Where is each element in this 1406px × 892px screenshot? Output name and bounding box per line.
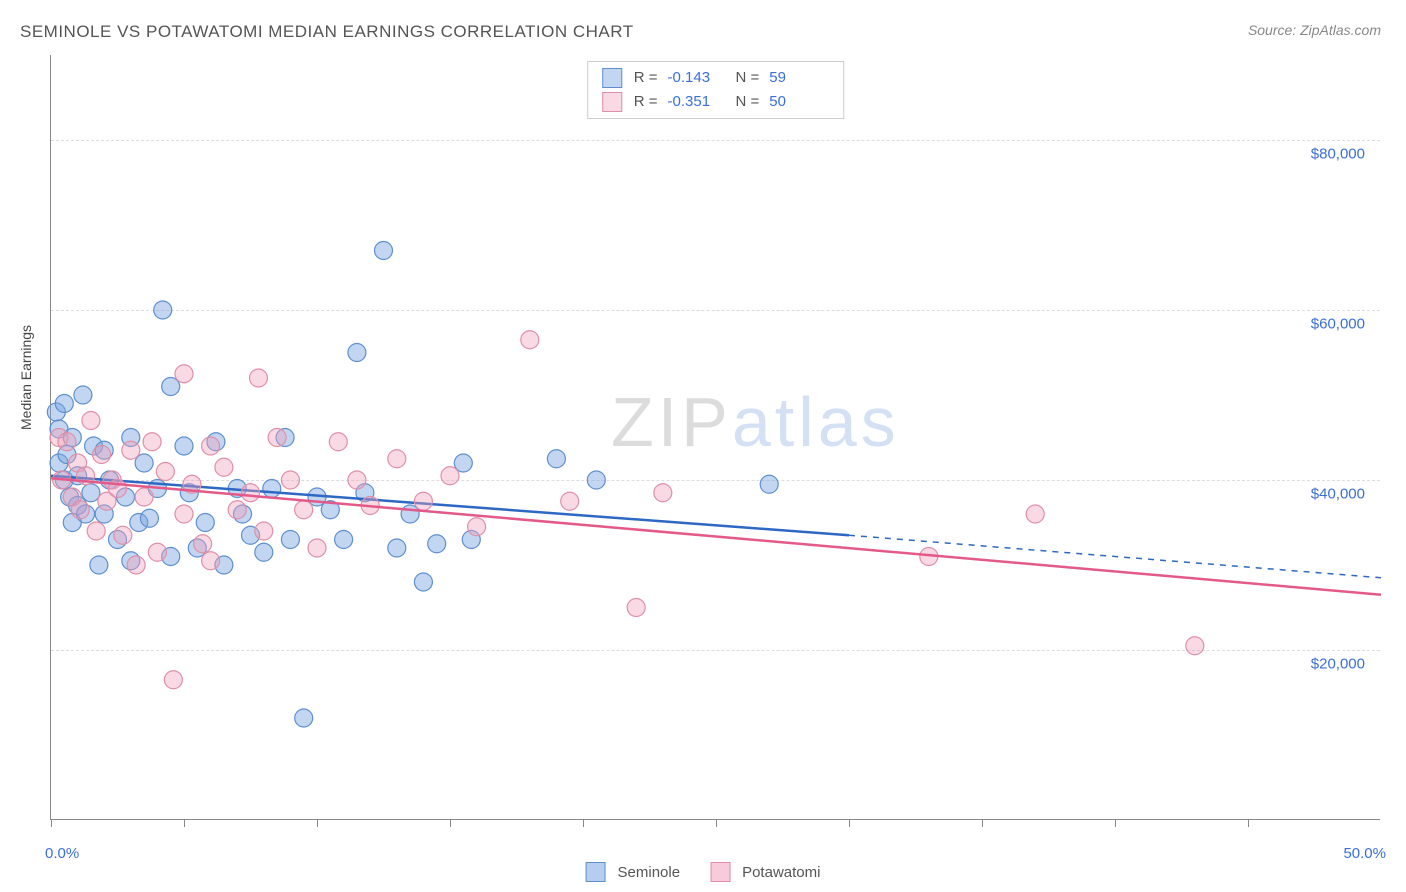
x-tick	[184, 819, 185, 827]
x-tick	[1248, 819, 1249, 827]
data-point	[654, 484, 672, 502]
data-point	[82, 412, 100, 430]
data-point	[627, 599, 645, 617]
data-point	[1186, 637, 1204, 655]
data-point	[109, 480, 127, 498]
data-point	[255, 522, 273, 540]
data-point	[164, 671, 182, 689]
data-point	[255, 543, 273, 561]
legend-stat-row: R = -0.143 N = 59	[602, 66, 830, 90]
legend-swatch	[710, 862, 730, 882]
data-point	[127, 556, 145, 574]
data-point	[242, 484, 260, 502]
data-point	[202, 437, 220, 455]
data-point	[196, 514, 214, 532]
legend-stats: R = -0.143 N = 59 R = -0.351 N = 50	[587, 61, 845, 119]
legend-series: Seminole Potawatomi	[586, 862, 821, 882]
data-point	[388, 539, 406, 557]
data-point	[143, 433, 161, 451]
chart-title: SEMINOLE VS POTAWATOMI MEDIAN EARNINGS C…	[20, 22, 634, 42]
legend-r-label: R =	[634, 66, 658, 90]
data-point	[228, 501, 246, 519]
chart-container: SEMINOLE VS POTAWATOMI MEDIAN EARNINGS C…	[0, 0, 1406, 892]
legend-label: Potawatomi	[742, 864, 820, 881]
data-point	[175, 437, 193, 455]
data-point	[194, 535, 212, 553]
x-min-label: 0.0%	[45, 845, 79, 862]
data-point	[140, 509, 158, 527]
plot-area: ZIPatlas R =-0.143N =59R =-0.351N =50 $2…	[50, 55, 1380, 820]
data-point	[521, 331, 539, 349]
legend-n-value: 50	[769, 90, 829, 114]
data-point	[263, 480, 281, 498]
data-point	[90, 556, 108, 574]
data-point	[93, 446, 111, 464]
data-point	[388, 450, 406, 468]
x-tick	[982, 819, 983, 827]
data-point	[55, 395, 73, 413]
data-point	[135, 488, 153, 506]
data-point	[175, 505, 193, 523]
legend-swatch	[586, 862, 606, 882]
data-point	[281, 471, 299, 489]
source-label: Source: ZipAtlas.com	[1248, 22, 1381, 38]
legend-n-label: N =	[736, 66, 760, 90]
x-tick	[1115, 819, 1116, 827]
data-point	[87, 522, 105, 540]
x-tick	[849, 819, 850, 827]
data-point	[202, 552, 220, 570]
x-tick	[317, 819, 318, 827]
data-point	[82, 484, 100, 502]
y-axis-label: Median Earnings	[18, 325, 34, 430]
data-point	[215, 458, 233, 476]
data-point	[295, 709, 313, 727]
data-point	[58, 433, 76, 451]
data-point	[122, 441, 140, 459]
data-point	[428, 535, 446, 553]
x-tick	[51, 819, 52, 827]
plot-svg	[51, 55, 1380, 819]
legend-label: Seminole	[618, 864, 681, 881]
data-point	[154, 301, 172, 319]
data-point	[468, 518, 486, 536]
data-point	[175, 365, 193, 383]
legend-n-value: 59	[769, 66, 829, 90]
data-point	[281, 531, 299, 549]
data-point	[335, 531, 353, 549]
data-point	[760, 475, 778, 493]
data-point	[156, 463, 174, 481]
data-point	[348, 344, 366, 362]
data-point	[375, 242, 393, 260]
legend-r-value: -0.143	[668, 66, 728, 90]
data-point	[329, 433, 347, 451]
data-point	[74, 386, 92, 404]
data-point	[561, 492, 579, 510]
data-point	[587, 471, 605, 489]
legend-swatch	[602, 92, 622, 112]
legend-item: Seminole	[586, 862, 681, 882]
x-tick	[716, 819, 717, 827]
data-point	[308, 539, 326, 557]
data-point	[441, 467, 459, 485]
x-max-label: 50.0%	[1343, 845, 1386, 862]
data-point	[295, 501, 313, 519]
data-point	[414, 573, 432, 591]
legend-n-label: N =	[736, 90, 760, 114]
legend-swatch	[602, 68, 622, 88]
legend-item: Potawatomi	[710, 862, 820, 882]
data-point	[268, 429, 286, 447]
x-tick	[583, 819, 584, 827]
x-tick	[450, 819, 451, 827]
data-point	[1026, 505, 1044, 523]
data-point	[547, 450, 565, 468]
data-point	[148, 543, 166, 561]
legend-stat-row: R = -0.351 N = 50	[602, 90, 830, 114]
legend-r-value: -0.351	[668, 90, 728, 114]
data-point	[414, 492, 432, 510]
legend-r-label: R =	[634, 90, 658, 114]
data-point	[71, 501, 89, 519]
data-point	[114, 526, 132, 544]
data-point	[249, 369, 267, 387]
data-point	[348, 471, 366, 489]
